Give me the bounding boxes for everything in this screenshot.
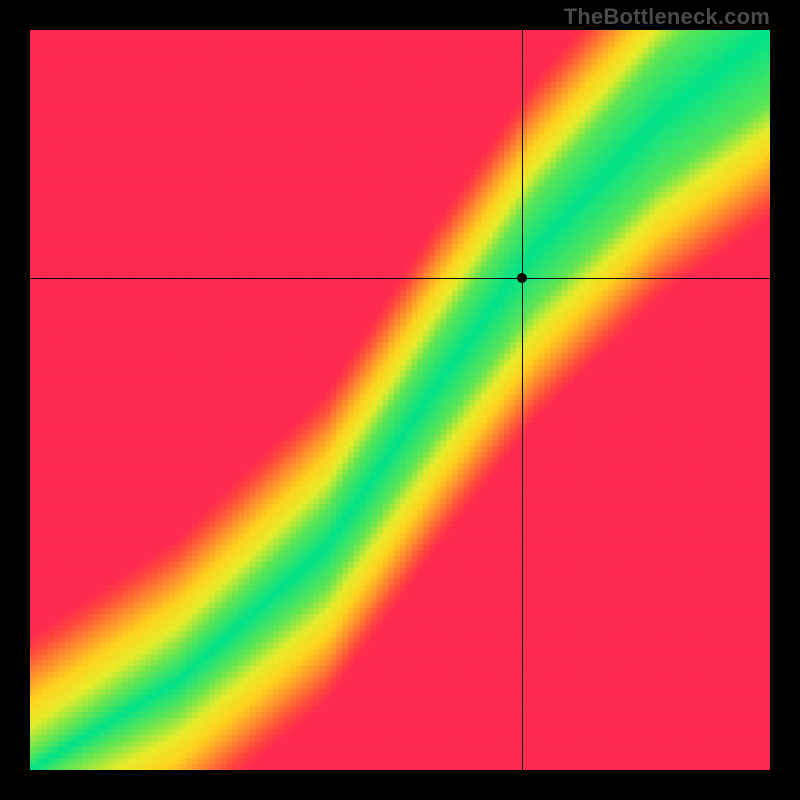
crosshair-marker	[517, 273, 527, 283]
crosshair-horizontal	[30, 278, 770, 279]
watermark-text: TheBottleneck.com	[564, 4, 770, 30]
heatmap-plot	[30, 30, 770, 770]
chart-container: TheBottleneck.com	[0, 0, 800, 800]
heatmap-canvas	[30, 30, 770, 770]
crosshair-vertical	[522, 30, 523, 770]
